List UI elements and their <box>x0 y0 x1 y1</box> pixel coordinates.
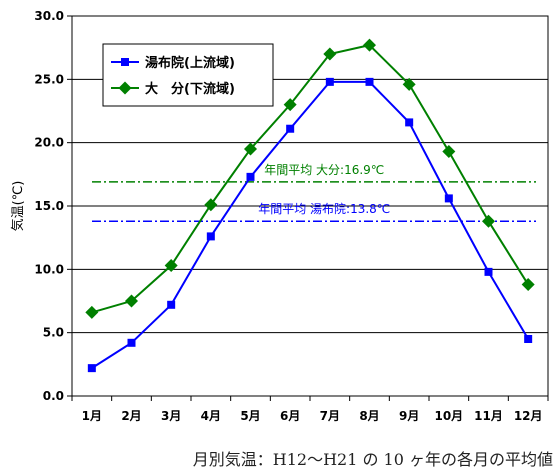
data-point <box>118 81 132 95</box>
legend: 湯布院(上流域) 大 分(下流域) <box>102 43 274 107</box>
y-tick-label: 20.0 <box>34 136 64 150</box>
x-tick-label: 11月 <box>474 409 503 423</box>
average-line-label: 年間平均 大分:16.9℃ <box>264 163 384 177</box>
data-point <box>121 58 129 66</box>
data-point <box>85 305 99 319</box>
series-line <box>91 44 530 314</box>
data-point <box>484 267 493 276</box>
chart-caption: 月別気温：H12～H21 の 10 ヶ年の各月の平均値 <box>192 450 553 469</box>
series-yufuin <box>87 77 533 373</box>
data-point <box>524 335 533 343</box>
series-oita <box>85 38 535 319</box>
x-tick-label: 6月 <box>280 409 300 423</box>
data-point <box>402 77 416 91</box>
data-point <box>167 300 176 309</box>
data-point <box>125 294 138 308</box>
data-point <box>442 145 456 159</box>
data-point <box>244 142 257 156</box>
x-tick-label: 5月 <box>240 409 260 423</box>
y-tick-label: 0.0 <box>43 389 64 403</box>
data-point <box>246 172 255 181</box>
y-tick-label: 15.0 <box>34 199 64 213</box>
x-tick-label: 3月 <box>161 409 181 423</box>
y-tick-label: 10.0 <box>34 262 64 276</box>
average-line-label: 年間平均 湯布院:13.8℃ <box>258 202 390 216</box>
data-point <box>325 77 334 86</box>
y-tick-label: 5.0 <box>43 326 64 340</box>
x-tick-label: 10月 <box>434 409 463 423</box>
x-tick-label: 12月 <box>514 409 543 423</box>
data-point <box>363 38 376 52</box>
data-point <box>164 259 178 273</box>
x-tick-label: 2月 <box>121 409 141 423</box>
data-point <box>286 124 295 133</box>
data-point <box>283 98 297 112</box>
data-point <box>521 278 535 292</box>
series-line <box>91 80 530 369</box>
y-axis-label: 気温(℃) <box>10 181 26 232</box>
y-tick-label: 30.0 <box>34 9 64 23</box>
x-tick-label: 9月 <box>399 409 419 423</box>
temperature-chart: 0.0 5.0 10.0 15.0 20.0 25.0 30.0 1月 2月 3月 4月 5月 6月 7月… <box>10 9 549 423</box>
data-point <box>206 232 215 241</box>
data-point <box>204 198 218 212</box>
legend-box <box>102 43 274 107</box>
data-point <box>127 338 136 347</box>
data-point <box>482 214 495 228</box>
x-tick-label: 7月 <box>320 409 340 423</box>
data-point <box>444 194 453 203</box>
legend-label: 大 分(下流域) <box>145 81 235 97</box>
x-tick-label: 1月 <box>82 409 102 423</box>
y-tick-label: 25.0 <box>34 72 64 86</box>
legend-label: 湯布院(上流域) <box>145 55 235 71</box>
data-point <box>365 77 374 86</box>
x-tick-label: 4月 <box>201 409 221 423</box>
data-point <box>87 364 96 373</box>
x-tick-label: 8月 <box>359 409 379 423</box>
data-point <box>405 118 414 127</box>
data-point <box>323 47 337 61</box>
